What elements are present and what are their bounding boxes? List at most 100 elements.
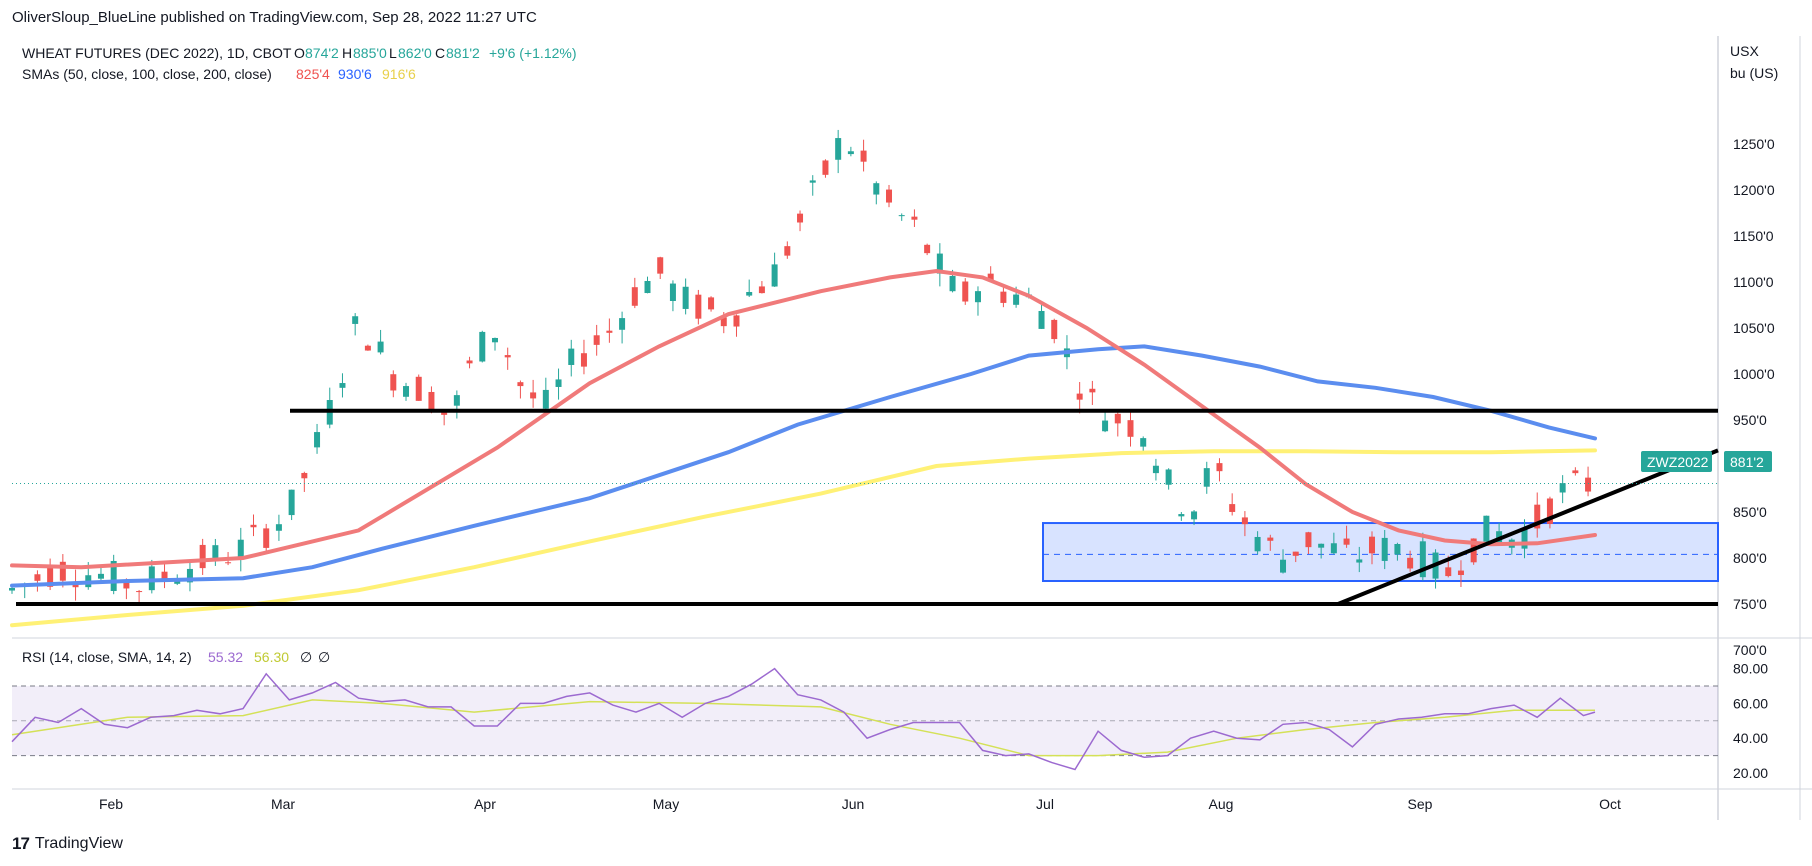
candle-body[interactable] — [453, 395, 460, 406]
candle-body[interactable] — [593, 335, 600, 345]
candle-body[interactable] — [1457, 570, 1464, 576]
candle-body[interactable] — [479, 331, 486, 362]
candle-body[interactable] — [377, 341, 384, 353]
candle-body[interactable] — [708, 297, 715, 310]
candle-body[interactable] — [1394, 543, 1401, 555]
candle-body[interactable] — [250, 524, 257, 528]
candle-body[interactable] — [1165, 469, 1172, 485]
candle-body[interactable] — [1000, 291, 1007, 303]
candle-body[interactable] — [746, 291, 753, 296]
candle-body[interactable] — [1127, 420, 1134, 437]
candle-body[interactable] — [59, 561, 66, 581]
candle-body[interactable] — [1013, 294, 1020, 305]
candle-body[interactable] — [847, 151, 854, 155]
price-axis[interactable]: 1250'0 1200'0 1150'0 1100'0 1050'0 1000'0 950'… — [1733, 136, 1775, 658]
candle-body[interactable] — [504, 355, 511, 358]
candle-body[interactable] — [1292, 551, 1299, 556]
candle-body[interactable] — [1267, 537, 1274, 541]
candle-body[interactable] — [530, 392, 537, 399]
candle-body[interactable] — [1280, 559, 1287, 573]
candle-body[interactable] — [47, 565, 54, 587]
candle-body[interactable] — [1407, 557, 1414, 569]
candle-body[interactable] — [860, 150, 867, 162]
candle-body[interactable] — [301, 472, 308, 479]
candle-body[interactable] — [1445, 567, 1452, 577]
candle-body[interactable] — [555, 379, 562, 387]
candle-body[interactable] — [161, 571, 168, 580]
candle-body[interactable] — [110, 560, 117, 591]
candle-body[interactable] — [1152, 465, 1159, 474]
candle-body[interactable] — [758, 286, 765, 294]
ascending-trendline[interactable] — [1337, 448, 1719, 606]
rsi-ma-line[interactable] — [11, 699, 1595, 757]
candle-body[interactable] — [657, 257, 664, 274]
candle-body[interactable] — [517, 382, 524, 387]
consolidation-range-box[interactable] — [1042, 522, 1719, 582]
candle-body[interactable] — [733, 315, 740, 327]
wheat-futures-chart[interactable]: WHEAT FUTURES (DEC 2022), 1D, CBOT O 874… — [0, 0, 1812, 830]
candle-body[interactable] — [428, 391, 435, 412]
candle-body[interactable] — [1318, 543, 1325, 548]
candle-body[interactable] — [275, 524, 282, 531]
candle-body[interactable] — [1559, 483, 1566, 493]
candle-body[interactable] — [491, 337, 498, 343]
rsi-line[interactable] — [11, 667, 1596, 771]
candle-body[interactable] — [1089, 388, 1096, 393]
candle-body[interactable] — [1546, 498, 1553, 524]
candle-body[interactable] — [1305, 532, 1312, 548]
candle-body[interactable] — [186, 568, 193, 583]
candle-body[interactable] — [682, 286, 689, 309]
candle-body[interactable] — [873, 183, 880, 195]
candle-body[interactable] — [669, 283, 676, 301]
candle-body[interactable] — [962, 281, 969, 302]
candle-body[interactable] — [898, 215, 905, 217]
candle-body[interactable] — [1356, 559, 1363, 563]
candle-body[interactable] — [1229, 504, 1236, 512]
candle-body[interactable] — [1419, 541, 1426, 578]
candle-body[interactable] — [1330, 543, 1337, 554]
candle-body[interactable] — [1585, 477, 1592, 492]
candle-body[interactable] — [822, 160, 829, 175]
candle-body[interactable] — [797, 213, 804, 223]
candle-body[interactable] — [1241, 517, 1248, 525]
candle-body[interactable] — [97, 573, 104, 579]
candle-body[interactable] — [148, 566, 155, 591]
candle-body[interactable] — [720, 317, 727, 327]
candle-body[interactable] — [225, 562, 232, 564]
candle-body[interactable] — [771, 264, 778, 287]
candle-body[interactable] — [631, 287, 638, 306]
sma-50-line[interactable] — [10, 268, 1597, 570]
candle-body[interactable] — [174, 580, 181, 584]
candle-body[interactable] — [9, 587, 15, 591]
candle-body[interactable] — [1191, 511, 1198, 520]
candle-body[interactable] — [924, 244, 931, 254]
candle-body[interactable] — [1178, 514, 1185, 517]
candle-body[interactable] — [936, 253, 943, 274]
candle-body[interactable] — [606, 330, 613, 333]
candle-body[interactable] — [123, 580, 130, 589]
candle-body[interactable] — [1254, 536, 1261, 552]
candle-body[interactable] — [364, 345, 371, 351]
rsi-axis[interactable]: 80.00 60.00 40.00 20.00 — [1733, 661, 1768, 781]
candle-body[interactable] — [403, 386, 410, 397]
candle-body[interactable] — [466, 360, 473, 364]
candle-body[interactable] — [212, 545, 219, 560]
sma-100-line[interactable] — [10, 344, 1597, 588]
candle-body[interactable] — [1102, 420, 1109, 432]
candle-body[interactable] — [339, 383, 346, 388]
candle-body[interactable] — [1203, 468, 1210, 487]
candle-body[interactable] — [237, 539, 244, 558]
candle-body[interactable] — [644, 280, 651, 294]
candle-body[interactable] — [441, 412, 448, 415]
candle-body[interactable] — [288, 489, 295, 516]
candle-body[interactable] — [136, 591, 143, 593]
candle-body[interactable] — [1140, 438, 1147, 447]
candle-body[interactable] — [695, 294, 702, 319]
candle-body[interactable] — [580, 353, 587, 367]
candle-body[interactable] — [314, 432, 321, 448]
candle-body[interactable] — [390, 374, 397, 391]
candle-body[interactable] — [352, 316, 359, 324]
candle-body[interactable] — [949, 275, 956, 292]
candle-body[interactable] — [415, 376, 422, 401]
candle-body[interactable] — [886, 189, 893, 203]
